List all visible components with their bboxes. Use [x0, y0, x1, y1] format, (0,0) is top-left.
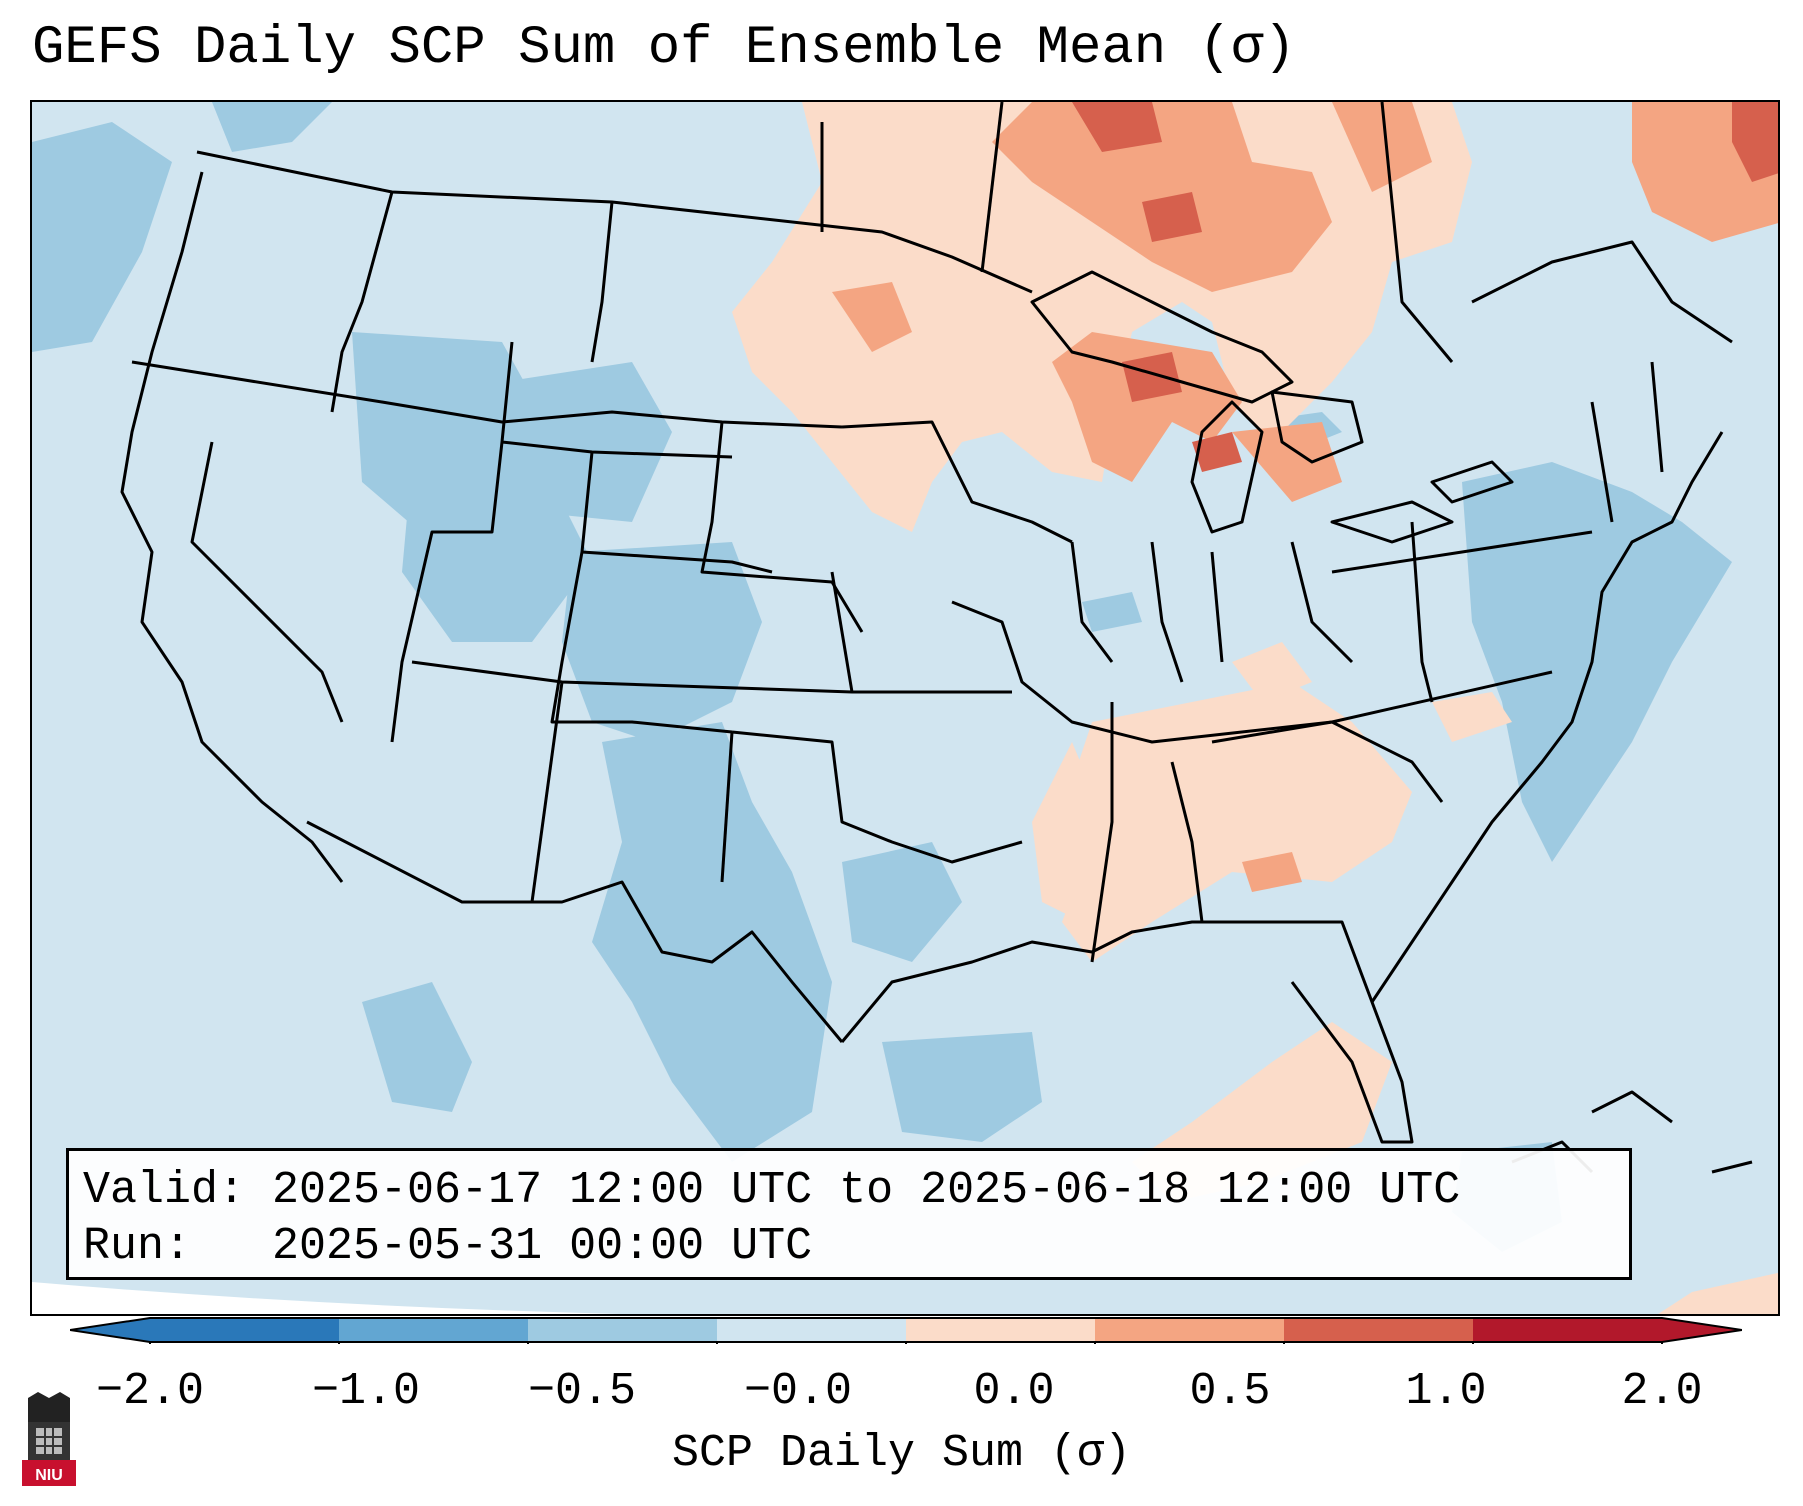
colorbar-segment: [906, 1318, 1096, 1342]
colorbar: [70, 1317, 1742, 1344]
colorbar-label: SCP Daily Sum (σ): [671, 1428, 1132, 1479]
colorbar-tick-label: −0.0: [743, 1366, 853, 1417]
colorbar-tick-label: 0.5: [1189, 1366, 1271, 1417]
negative-anomaly-regions: [32, 102, 1732, 1252]
colorbar-tick-label: −0.5: [527, 1366, 637, 1417]
colorbar-segment: [1095, 1318, 1285, 1342]
map-panel: [30, 100, 1780, 1316]
outside-domain-corner: [32, 1282, 619, 1314]
colorbar-segment: [339, 1318, 529, 1342]
colorbar-tick-label: −1.0: [311, 1366, 421, 1417]
niu-logo: NIU: [22, 1392, 76, 1486]
map-svg: [32, 102, 1778, 1314]
colorbar-segments: [70, 1318, 1742, 1342]
colorbar-tick-label: 2.0: [1621, 1366, 1703, 1417]
valid-time-text: Valid: 2025-06-17 12:00 UTC to 2025-06-1…: [83, 1165, 1461, 1216]
colorbar-segment: [717, 1318, 907, 1342]
colorbar-extend-max: [1662, 1318, 1742, 1342]
run-time-text: Run: 2025-05-31 00:00 UTC: [83, 1221, 813, 1272]
colorbar-tick-label: −2.0: [95, 1366, 205, 1417]
colorbar-segment: [150, 1318, 340, 1342]
niu-logo-text: NIU: [35, 1467, 63, 1484]
colorbar-tick-label: 1.0: [1405, 1366, 1487, 1417]
colorbar-segment: [1473, 1318, 1663, 1342]
max-positive-anomaly-regions: [1072, 102, 1778, 472]
colorbar-segment: [528, 1318, 718, 1342]
chart-title: GEFS Daily SCP Sum of Ensemble Mean (σ): [32, 18, 1296, 79]
colorbar-tick-label: 0.0: [973, 1366, 1055, 1417]
boundary-lines: [120, 102, 1753, 1174]
valid-run-info-box: Valid: 2025-06-17 12:00 UTC to 2025-06-1…: [66, 1148, 1632, 1280]
colorbar-segment: [1284, 1318, 1474, 1342]
colorbar-extend-min: [70, 1318, 150, 1342]
colorbar-outline: [70, 1317, 1742, 1344]
